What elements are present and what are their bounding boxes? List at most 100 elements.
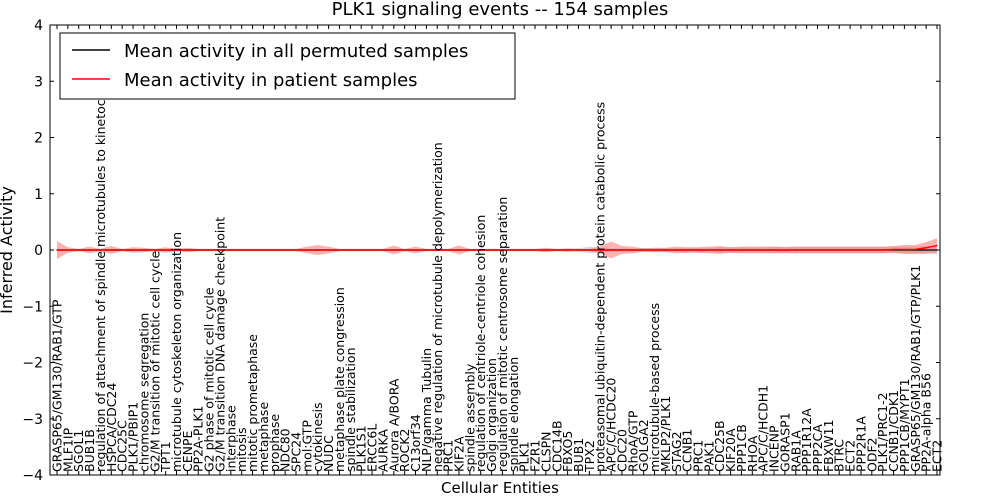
x-tick-label: cytokinesis [310, 402, 325, 472]
y-tick-label: −3 [22, 412, 43, 428]
x-tick-label: STAG2 [669, 431, 684, 472]
point-patient-59 [697, 249, 699, 251]
point-patient-71 [827, 249, 829, 251]
y-axis-label: Inferred Activity [0, 186, 16, 314]
x-tick-label: interphase [223, 405, 238, 472]
point-patient-3 [88, 249, 91, 251]
point-patient-27 [349, 249, 351, 251]
point-patient-30 [382, 249, 384, 251]
x-tick-label: BUB1B [82, 429, 97, 472]
point-patient-52 [621, 249, 623, 251]
x-tick-label: Golgi organization [484, 358, 499, 472]
point-patient-11 [175, 249, 178, 251]
x-tick-label: SGOL1 [71, 430, 86, 472]
x-tick-label: AURKA [375, 429, 390, 472]
point-patient-54 [643, 249, 645, 251]
x-tick-label: chromosome segregation [136, 313, 151, 472]
point-patient-44 [534, 249, 536, 251]
x-tick-label: RAB1A [788, 430, 803, 472]
legend-label-permuted: Mean activity in all permuted samples [124, 41, 468, 62]
x-tick-label: FBXW11 [821, 419, 836, 472]
legend: Mean activity in all permuted samples Me… [59, 32, 516, 100]
x-tick-label: GRASP65/GM130/RAB1/GTP/PLK1 [908, 265, 923, 472]
x-tick-label: ECT2 [930, 440, 945, 472]
point-patient-75 [871, 249, 873, 251]
legend-label-patient: Mean activity in patient samples [124, 70, 418, 91]
point-patient-70 [816, 249, 819, 251]
x-tick-label: PPP2CA [810, 424, 825, 472]
point-patient-74 [860, 249, 862, 251]
band-patient [57, 238, 937, 259]
point-patient-8 [143, 249, 145, 251]
point-patient-32 [404, 249, 406, 251]
x-tick-label: regulation of attachment of spindle micr… [93, 71, 108, 472]
x-tick-label: microtubule cytoskeleton organization [169, 232, 184, 472]
x-tick-label: mol:GTP [299, 420, 314, 472]
point-patient-19 [262, 249, 265, 251]
x-tick-label: TPX2 [582, 440, 597, 473]
point-patient-81 [936, 244, 938, 247]
point-patient-78 [903, 248, 906, 251]
point-patient-37 [458, 249, 460, 251]
point-patient-31 [393, 249, 395, 251]
x-tick-label: PP2A-alpha B56 [919, 373, 934, 472]
x-tick-label: ROCK2 [397, 429, 412, 472]
x-tick-label: MKLP2/PLK1 [658, 396, 673, 472]
point-patient-14 [208, 249, 210, 251]
point-patient-9 [154, 249, 156, 251]
x-tick-label: PPP2R1A [853, 416, 868, 472]
x-tick-label: regulation of centriole-centriole cohesi… [473, 215, 488, 472]
point-patient-65 [762, 249, 764, 251]
x-tick-label: GORASP1 [777, 412, 792, 472]
y-tick-label: 3 [34, 74, 43, 90]
point-patient-35 [436, 249, 438, 251]
x-tick-label: ECT2 [843, 440, 858, 472]
point-patient-45 [545, 249, 547, 251]
point-patient-2 [78, 249, 80, 251]
legend-box [59, 32, 516, 100]
x-tick-label: CDC14B [549, 420, 564, 472]
x-tick-label: CDC25B [712, 420, 727, 472]
x-tick-label: BTRC [832, 439, 847, 472]
y-tick-label: −1 [22, 299, 43, 315]
x-tick-label: metaphase [256, 402, 271, 472]
x-tick-label: G2/M transition DNA damage checkpoint [212, 217, 227, 472]
x-tick-label: TPT1 [158, 441, 173, 473]
point-patient-60 [708, 249, 710, 251]
x-tick-label: APC/C/HCDH1 [756, 385, 771, 472]
x-tick-label: PP2A-PLK1 [191, 406, 206, 472]
point-patient-16 [230, 249, 232, 251]
x-tick-label: metaphase plate congression [332, 287, 347, 472]
x-tick-label: GRASP65/GM130/RAB1/GTP [50, 299, 65, 472]
y-tick-label: 1 [34, 187, 43, 203]
x-axis-label: Cellular Entities [441, 479, 559, 497]
point-patient-34 [425, 249, 427, 251]
x-tick-label: mitotic prometaphase [245, 334, 260, 472]
x-tick-label: PPP1R12A [799, 408, 814, 472]
point-patient-33 [414, 249, 417, 251]
point-patient-42 [512, 249, 514, 251]
y-tick-label: −4 [22, 468, 43, 484]
point-permuted-80 [925, 249, 927, 251]
point-patient-47 [567, 249, 569, 251]
point-patient-21 [284, 249, 286, 251]
x-tick-label: spindle stabilization [343, 347, 358, 472]
series-lines [56, 244, 938, 251]
point-patient-62 [729, 249, 732, 251]
point-patient-17 [241, 249, 243, 251]
point-patient-12 [186, 249, 188, 251]
x-tick-label: GOLGA2 [636, 419, 651, 472]
point-patient-46 [556, 249, 558, 251]
point-patient-67 [784, 249, 786, 251]
x-tick-label: G2 phase of mitotic cell cycle [202, 287, 217, 472]
point-patient-36 [447, 249, 449, 251]
x-tick-label: CENPE [180, 430, 195, 472]
point-patient-20 [273, 249, 275, 251]
point-patient-76 [882, 249, 884, 251]
x-tick-label: FZR1 [528, 440, 543, 472]
point-patient-48 [577, 249, 580, 251]
x-tick-label: CLSPN [538, 431, 553, 472]
x-tick-label: PRC1 [441, 440, 456, 472]
x-tick-label: mitosis [234, 427, 249, 472]
